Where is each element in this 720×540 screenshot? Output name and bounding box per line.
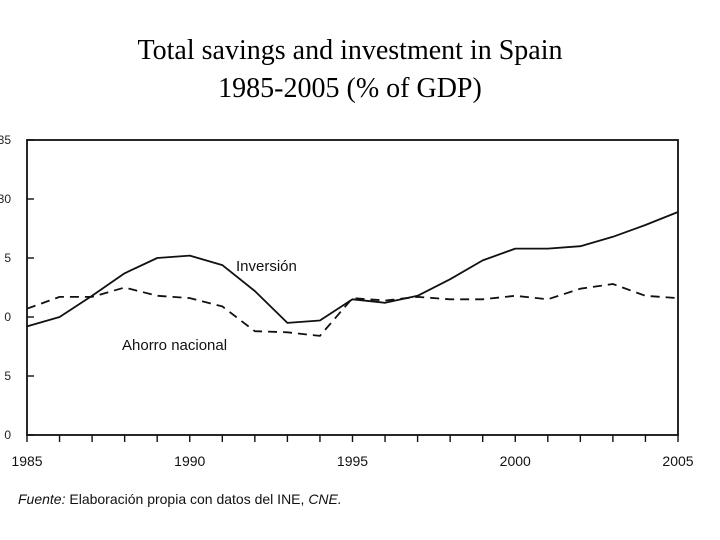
chart-title-line-1: Total savings and investment in Spain [137,35,563,66]
chart-axes: 0 5 0 5 30 35 1985 1990 1995 2000 2005 [0,133,694,469]
y-tick-label: 5 [4,369,11,383]
x-tick-label: 1990 [174,453,205,469]
series-label-inversion: Inversión [236,258,297,275]
series-line-inversion [26,211,679,328]
series-line-ahorro-nacional [26,283,679,337]
series-label-ahorro-nacional: Ahorro nacional [122,337,227,354]
chart-title-line-2: 1985-2005 (% of GDP) [218,73,482,104]
x-tick-label: 1985 [11,453,42,469]
y-tick-label: 0 [4,310,11,324]
source-label: Fuente: [18,491,66,507]
y-tick-label: 0 [4,428,11,442]
plot-frame [26,139,679,436]
y-tick-label: 35 [0,133,11,147]
source-note: Fuente: Elaboración propia con datos del… [18,491,342,507]
x-tick-label: 2000 [500,453,531,469]
source-org: CNE. [308,491,342,507]
chart-series [26,211,679,337]
source-text: Elaboración propia con datos del INE, [69,491,305,507]
x-tick-label: 2005 [662,453,693,469]
chart-title: Total savings and investment in Spain 19… [0,32,700,108]
chart-series-labels: Inversión Ahorro nacional [122,258,297,354]
y-tick-label: 5 [4,251,11,265]
y-tick-label: 30 [0,192,11,206]
x-tick-label: 1995 [337,453,368,469]
line-chart: 0 5 0 5 30 35 1985 1990 1995 2000 2005 Inversión Ah… [0,133,694,469]
